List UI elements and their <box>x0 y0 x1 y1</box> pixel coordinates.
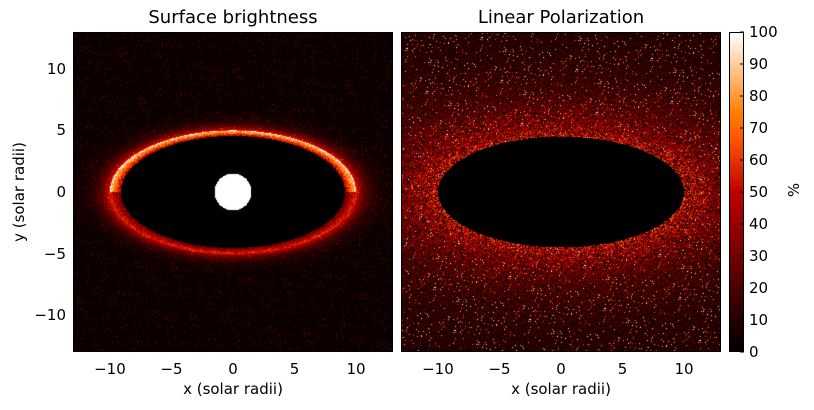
colorbar <box>729 32 744 352</box>
x-tick-label: 10 <box>346 360 366 378</box>
x-tick-label: 0 <box>556 360 566 378</box>
colorbar-tick-label: 80 <box>749 87 769 105</box>
colorbar-tick-label: 100 <box>749 23 778 41</box>
y-tick-label: −10 <box>34 306 66 325</box>
right-x-axis-label: x (solar radii) <box>511 380 611 398</box>
x-tick-label: 10 <box>674 360 694 378</box>
colorbar-tick-label: 20 <box>749 279 769 297</box>
x-tick-label: −5 <box>160 360 183 378</box>
left-panel-title: Surface brightness <box>148 7 318 28</box>
x-tick-label: −10 <box>422 360 454 378</box>
x-tick-label: 5 <box>289 360 300 378</box>
y-tick-label: 10 <box>46 59 66 78</box>
colorbar-tick-label: 0 <box>749 343 759 361</box>
colorbar-tick-label: 10 <box>749 311 769 329</box>
surface-brightness-image <box>73 32 393 352</box>
x-tick-label: −5 <box>488 360 511 378</box>
y-tick-label: 0 <box>56 183 66 201</box>
y-tick-label: −5 <box>43 244 66 263</box>
x-tick-label: 0 <box>228 360 238 378</box>
colorbar-tick-label: 70 <box>749 119 769 137</box>
colorbar-tick-label: 50 <box>749 183 769 201</box>
x-tick-label: 5 <box>617 360 628 378</box>
y-tick-label: 5 <box>56 121 66 140</box>
x-tick-label: −10 <box>94 360 126 378</box>
linear-polarization-heatmap <box>401 32 721 352</box>
colorbar-label: % <box>785 182 803 198</box>
left-x-axis-label: x (solar radii) <box>183 380 283 398</box>
right-panel-title: Linear Polarization <box>477 7 645 28</box>
colorbar-tick-label: 90 <box>749 55 769 73</box>
colorbar-tick-label: 30 <box>749 247 769 265</box>
colorbar-tick-label: 40 <box>749 215 769 233</box>
surface-brightness-heatmap <box>73 32 393 352</box>
colorbar-tick-label: 60 <box>749 151 769 169</box>
linear-polarization-image <box>401 32 721 352</box>
left-y-axis-label: y (solar radii) <box>10 142 28 242</box>
